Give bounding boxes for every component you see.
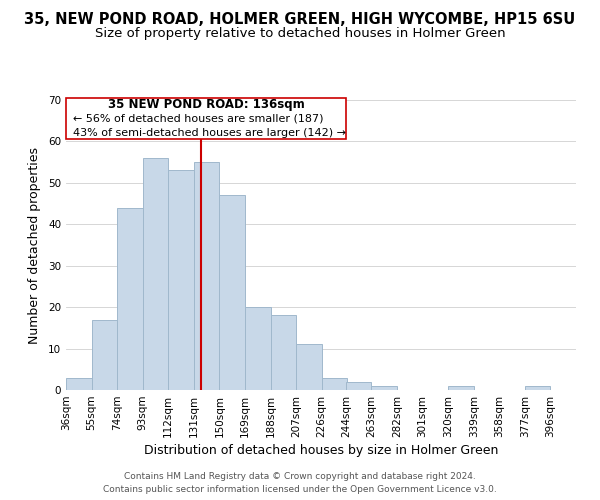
Text: 43% of semi-detached houses are larger (142) →: 43% of semi-detached houses are larger (…	[73, 128, 346, 138]
Bar	[117, 208, 143, 390]
Bar	[194, 162, 220, 390]
Bar	[322, 378, 347, 390]
Bar	[296, 344, 322, 390]
Bar	[66, 378, 92, 390]
X-axis label: Distribution of detached houses by size in Holmer Green: Distribution of detached houses by size …	[144, 444, 498, 457]
Text: ← 56% of detached houses are smaller (187): ← 56% of detached houses are smaller (18…	[73, 114, 323, 124]
Bar	[525, 386, 550, 390]
Bar	[245, 307, 271, 390]
Y-axis label: Number of detached properties: Number of detached properties	[28, 146, 41, 344]
Bar	[220, 196, 245, 390]
Text: Contains public sector information licensed under the Open Government Licence v3: Contains public sector information licen…	[103, 485, 497, 494]
Bar	[143, 158, 168, 390]
Bar	[92, 320, 117, 390]
Bar	[371, 386, 397, 390]
Text: Contains HM Land Registry data © Crown copyright and database right 2024.: Contains HM Land Registry data © Crown c…	[124, 472, 476, 481]
Text: 35, NEW POND ROAD, HOLMER GREEN, HIGH WYCOMBE, HP15 6SU: 35, NEW POND ROAD, HOLMER GREEN, HIGH WY…	[25, 12, 575, 28]
Text: Size of property relative to detached houses in Holmer Green: Size of property relative to detached ho…	[95, 28, 505, 40]
Text: 35 NEW POND ROAD: 136sqm: 35 NEW POND ROAD: 136sqm	[107, 98, 304, 112]
Bar	[271, 316, 296, 390]
Bar	[576, 386, 600, 390]
Bar	[168, 170, 194, 390]
Bar	[448, 386, 474, 390]
Bar	[66, 98, 346, 140]
Bar	[346, 382, 371, 390]
